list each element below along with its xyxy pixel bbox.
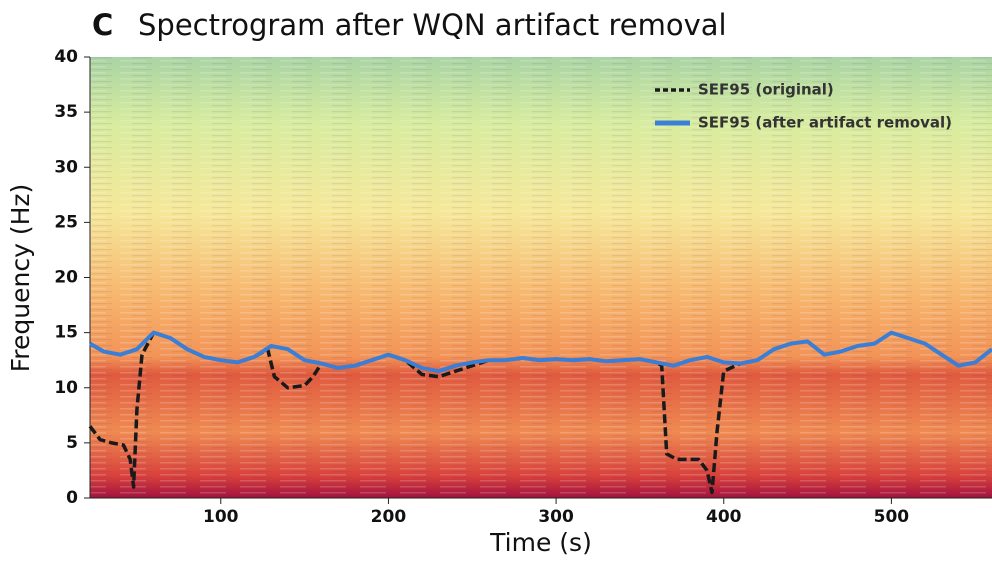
y-tick-label: 15 (54, 323, 78, 343)
legend-label: SEF95 (original) (698, 81, 834, 99)
spectrogram-texture (90, 57, 992, 498)
y-tick-label: 5 (66, 433, 78, 453)
x-tick-label: 400 (706, 507, 742, 527)
y-tick-label: 0 (66, 488, 78, 508)
x-axis-label: Time (s) (489, 528, 592, 557)
y-tick-label: 35 (54, 102, 78, 122)
chart-title: Spectrogram after WQN artifact removal (138, 8, 727, 42)
x-tick-label: 300 (538, 507, 574, 527)
line-series (88, 330, 992, 374)
y-tick-label: 25 (54, 212, 78, 232)
panel-label: C (92, 8, 113, 42)
y-axis-label: Frequency (Hz) (6, 184, 35, 373)
y-tick-label: 40 (54, 47, 78, 67)
x-tick-label: 200 (371, 507, 407, 527)
x-tick-label: 500 (874, 507, 910, 527)
y-tick-label: 30 (54, 157, 78, 177)
x-tick-label: 100 (203, 507, 239, 527)
y-tick-label: 20 (54, 268, 78, 288)
y-tick-label: 10 (54, 378, 78, 398)
legend-label: SEF95 (after artifact removal) (698, 114, 952, 132)
